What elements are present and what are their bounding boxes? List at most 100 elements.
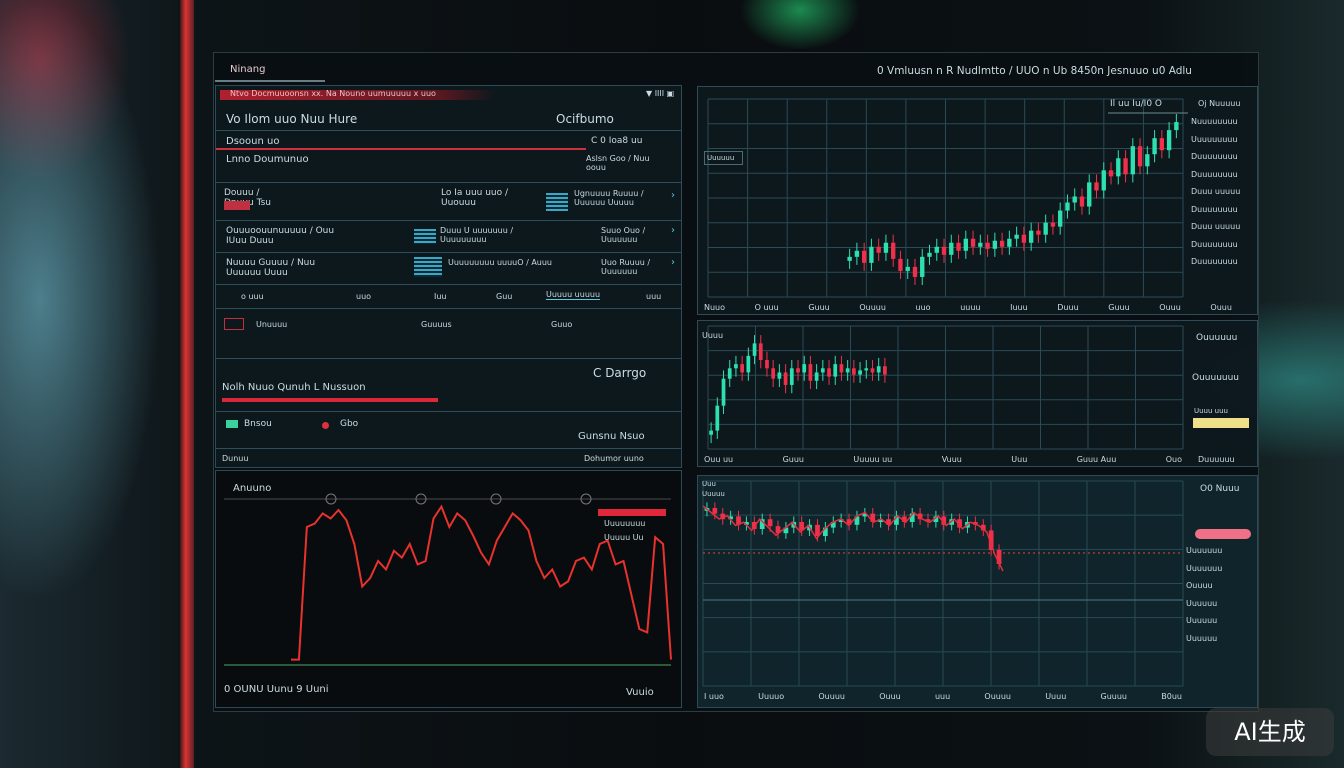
candle bbox=[1043, 222, 1048, 235]
footer-left: Dunuu bbox=[222, 454, 249, 463]
legend-item: Duuu uuuuu bbox=[1191, 222, 1241, 231]
candle bbox=[771, 368, 776, 379]
row-value: Suuo Ouo / Uuuuuuu bbox=[601, 226, 646, 244]
candle bbox=[1137, 146, 1143, 167]
candle bbox=[970, 238, 976, 247]
row-mid: Uuuuuuuuu uuuuO / Auuu bbox=[448, 258, 553, 267]
candle bbox=[996, 550, 1002, 564]
candle bbox=[901, 516, 907, 522]
candle bbox=[876, 246, 881, 253]
candle bbox=[838, 519, 844, 522]
candle bbox=[783, 372, 788, 385]
row-mid: Lo Ia uuu uuo / Uuouuu bbox=[441, 188, 509, 208]
candle bbox=[925, 519, 931, 522]
row-label: Dsooun uo bbox=[226, 136, 280, 147]
green-indicator bbox=[226, 420, 238, 428]
candle bbox=[905, 266, 910, 271]
candle bbox=[759, 519, 765, 529]
chevron-right-icon[interactable]: › bbox=[671, 257, 675, 268]
legend-item: Uuuuuu bbox=[1186, 616, 1218, 625]
x-tick: B0uu bbox=[1161, 692, 1182, 701]
candle bbox=[870, 368, 875, 373]
pink-button[interactable] bbox=[1195, 529, 1251, 539]
side-legend-item[interactable]: O0 Nuuu bbox=[1200, 484, 1240, 494]
candle bbox=[1159, 138, 1165, 151]
x-tick: Guuu bbox=[782, 455, 804, 464]
section-underline bbox=[222, 398, 438, 402]
row-mid: Duuu U uuuuuuu / Uuuuuuuuu bbox=[440, 226, 514, 244]
candle bbox=[933, 516, 939, 522]
chart-header: Il uu Iu/I0 O bbox=[1110, 99, 1163, 109]
candlestick-chart-secondary: Uuuu Ouuuuuu Ouuuuuuu Uuuu uuu Ouu uu Guu… bbox=[697, 320, 1258, 467]
x-tick: Ouuu bbox=[1159, 303, 1181, 312]
marker bbox=[490, 493, 502, 505]
candle bbox=[934, 246, 939, 253]
candle bbox=[1101, 170, 1106, 191]
candle bbox=[765, 360, 769, 369]
x-tick: I uuo bbox=[704, 692, 724, 701]
x-tick: Ouuuu bbox=[859, 303, 886, 312]
candle bbox=[862, 513, 868, 517]
status-icon bbox=[224, 318, 244, 330]
candle bbox=[820, 368, 825, 373]
section-right[interactable]: C Darrgo bbox=[593, 366, 647, 380]
candle bbox=[883, 366, 887, 375]
candle bbox=[845, 368, 850, 373]
legend-item: Uuuuuu bbox=[1186, 633, 1218, 643]
candle bbox=[796, 368, 800, 373]
x-tick: Guuu bbox=[1108, 303, 1130, 312]
item-label: Gbo bbox=[340, 419, 359, 429]
candles bbox=[707, 98, 1188, 298]
candle bbox=[941, 246, 947, 255]
x-tick: Guuu Auu bbox=[1076, 455, 1117, 464]
header-status: 0 Vmluusn n R Nudlmtto / UUO n Ub 8450n … bbox=[877, 65, 1192, 77]
x-tick: Ouuuu bbox=[984, 692, 1011, 701]
price-line-chart: Uuu Uuuuu O0 Nuuu Uuuuuuu Uuuuuuu Ouuuu Uuu… bbox=[697, 475, 1258, 708]
chevron-right-icon[interactable]: › bbox=[671, 190, 675, 201]
candle bbox=[1021, 234, 1027, 243]
marker bbox=[415, 493, 427, 505]
candle bbox=[920, 256, 925, 277]
x-axis: Nuuo O uuu Guuu Ouuuu uuo uuuu Iuuu Duuu Guuu Ouu… bbox=[698, 303, 1238, 312]
chevron-right-icon[interactable]: › bbox=[671, 225, 675, 236]
line-chart bbox=[702, 480, 1184, 687]
candle bbox=[799, 522, 805, 531]
candle bbox=[833, 364, 838, 377]
candle bbox=[988, 530, 994, 550]
candle bbox=[734, 364, 738, 369]
alert-icons[interactable]: ▼ IIII ▣ bbox=[646, 89, 675, 98]
candle bbox=[870, 513, 876, 522]
candle bbox=[727, 368, 732, 379]
title-underline bbox=[215, 80, 325, 82]
candle bbox=[783, 527, 789, 534]
orders-panel: Ntvo Docmuuoonsn xx. Na Nouno uumuuuuu x… bbox=[215, 85, 682, 468]
candle bbox=[864, 368, 869, 371]
bottom-left-label: 0 OUNU Uunu 9 Uuni bbox=[224, 684, 329, 695]
footer-right[interactable]: Dohumor uuno bbox=[584, 454, 644, 463]
candle bbox=[712, 508, 718, 514]
axis-label: Guu bbox=[496, 292, 513, 301]
candle bbox=[854, 250, 860, 257]
legend-item: Duuuuuuuu bbox=[1191, 257, 1238, 266]
axis-label: o uuu bbox=[241, 292, 264, 301]
chart-label: Anuuno bbox=[233, 483, 272, 494]
candle bbox=[715, 405, 720, 431]
x-tick: Guuu bbox=[808, 303, 830, 312]
candle bbox=[1166, 130, 1172, 151]
candle bbox=[886, 519, 891, 525]
x-tick: Vuuu bbox=[941, 455, 962, 464]
candle bbox=[1094, 182, 1099, 191]
section-title: Nolh Nuuo Qunuh L Nussuon bbox=[222, 382, 366, 393]
candle bbox=[1072, 196, 1077, 203]
marker bbox=[580, 493, 592, 505]
chart-header-right: Oj Nuuuuu bbox=[1198, 99, 1241, 108]
legend-item: Duuuuuuuu bbox=[1191, 169, 1238, 179]
candle bbox=[1079, 196, 1085, 207]
item-label: Gunsnu Nsuo bbox=[578, 431, 645, 442]
axis-label: Iuu bbox=[434, 292, 447, 301]
side-legend-item: Ouuuuuu bbox=[1196, 333, 1238, 343]
candle bbox=[728, 516, 733, 520]
row-value: Uuo Ruuuu / Uuuuuuu bbox=[601, 258, 651, 276]
candle bbox=[736, 516, 741, 525]
x-tick: uuuu bbox=[960, 303, 981, 312]
